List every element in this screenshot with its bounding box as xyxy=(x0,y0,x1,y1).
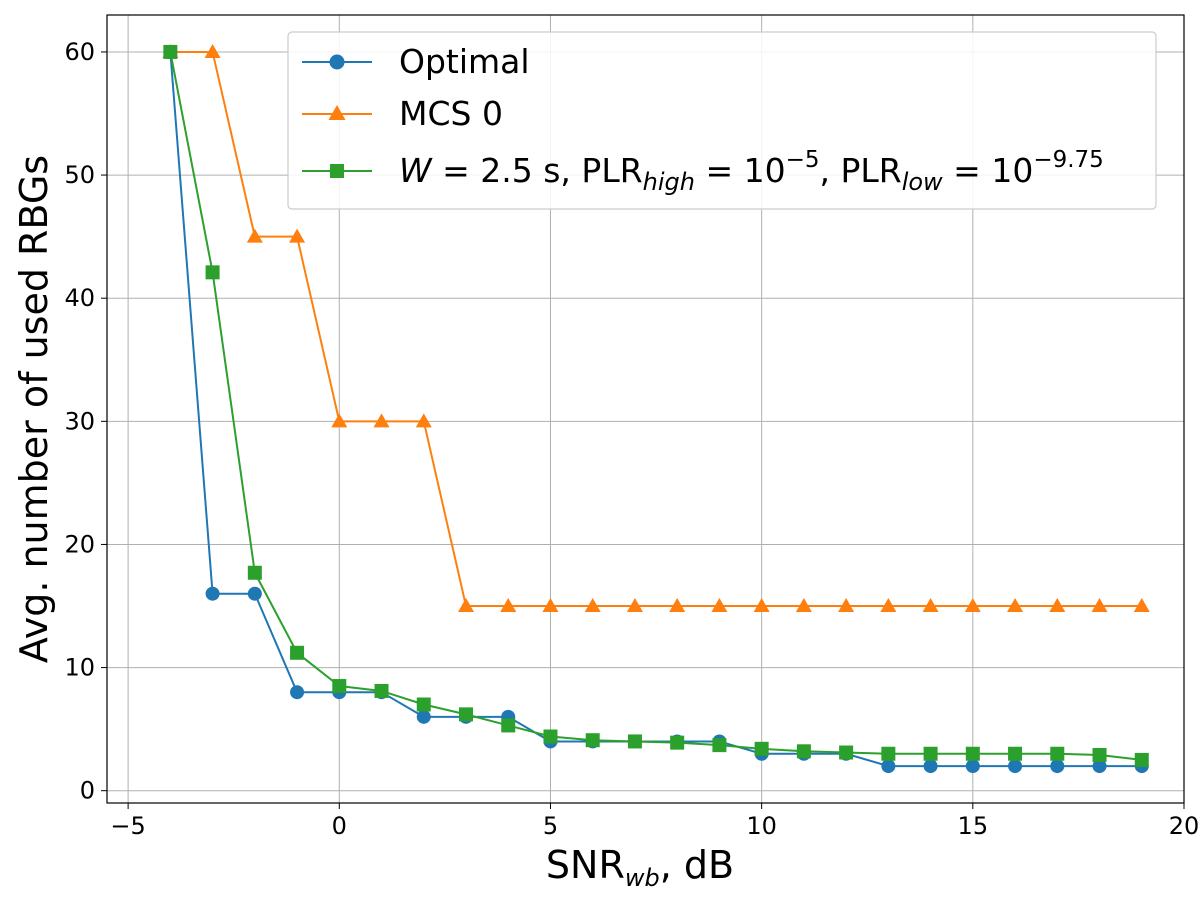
data-point xyxy=(754,741,769,756)
data-point xyxy=(795,598,812,612)
x-tick-label: 10 xyxy=(746,812,777,840)
data-point xyxy=(1091,598,1108,612)
data-point xyxy=(670,735,685,750)
data-point xyxy=(1092,747,1107,762)
x-tick-label: 15 xyxy=(958,812,989,840)
y-tick-label: 50 xyxy=(64,161,95,189)
legend-entry-heuristic: W = 2.5 s, PLRhigh = 10−5, PLRlow = 10−9… xyxy=(302,147,1104,196)
legend-box xyxy=(287,31,1157,210)
data-point xyxy=(205,265,220,280)
data-point xyxy=(500,598,517,612)
data-point xyxy=(501,718,516,733)
series-2 xyxy=(163,44,1149,767)
data-point xyxy=(923,759,938,774)
data-point xyxy=(290,685,305,700)
data-point xyxy=(1092,759,1107,774)
series-line xyxy=(169,51,1142,761)
series-layer xyxy=(162,43,1150,774)
y-axis-label: Avg. number of used RBGs xyxy=(12,155,56,663)
data-point xyxy=(753,598,770,612)
data-point xyxy=(796,744,811,759)
legend-marker-heuristic xyxy=(330,164,344,178)
data-point xyxy=(542,598,559,612)
data-point xyxy=(669,598,686,612)
series-line xyxy=(170,50,1142,607)
data-point xyxy=(163,44,178,59)
data-point xyxy=(373,413,390,428)
data-point xyxy=(711,598,728,612)
data-point xyxy=(881,759,896,774)
x-axis-label-suffix: , dB xyxy=(660,843,734,887)
legend-marker-optimal xyxy=(329,54,345,70)
data-point xyxy=(247,586,262,601)
legend-marker-mcs0 xyxy=(328,105,346,120)
x-tick-label: 5 xyxy=(543,812,558,840)
y-tick-label: 10 xyxy=(64,654,95,682)
data-point xyxy=(204,43,221,58)
data-point xyxy=(1008,759,1023,774)
data-point xyxy=(881,746,896,761)
legend-label-mcs0: MCS 0 xyxy=(399,94,503,133)
data-point xyxy=(923,746,938,761)
data-point xyxy=(205,586,220,601)
data-point xyxy=(332,679,347,694)
data-point xyxy=(1008,746,1023,761)
data-point xyxy=(1050,759,1065,774)
y-tick-label: 0 xyxy=(80,777,95,805)
y-tick-label: 20 xyxy=(64,530,95,558)
legend-label-optimal: Optimal xyxy=(399,42,530,81)
data-point xyxy=(964,598,981,612)
x-axis-label-sub: wb xyxy=(625,864,660,892)
x-axis-label: SNRwb, dB xyxy=(546,843,734,892)
legend-entry-optimal: Optimal xyxy=(302,42,530,81)
data-point xyxy=(965,746,980,761)
legend: Optimal MCS 0 W = 2.5 s, PLRhigh = 10−5,… xyxy=(287,31,1157,210)
data-point xyxy=(459,707,473,722)
series-1 xyxy=(162,43,1150,612)
x-tick-label: 20 xyxy=(1169,812,1200,840)
data-point xyxy=(922,598,939,612)
data-point xyxy=(331,413,348,428)
legend-entry-mcs0: MCS 0 xyxy=(302,94,503,133)
data-point xyxy=(585,733,600,748)
y-tick-label: 60 xyxy=(64,38,95,66)
data-point xyxy=(246,228,263,243)
data-point xyxy=(1133,598,1150,612)
data-point xyxy=(839,745,854,760)
plot-frame xyxy=(106,14,1185,804)
x-axis-label-main: SNR xyxy=(546,843,625,887)
data-point xyxy=(1134,752,1149,767)
data-point xyxy=(1007,598,1024,612)
data-point xyxy=(415,413,432,428)
data-point xyxy=(626,598,643,612)
data-point xyxy=(247,565,262,580)
ticks: −5 0 5 10 15 20 0 10 20 30 40 50 60 xyxy=(64,38,1199,840)
data-point xyxy=(838,598,855,612)
x-tick-label: 0 xyxy=(332,812,347,840)
data-point xyxy=(374,683,389,698)
data-point xyxy=(965,759,980,774)
data-point xyxy=(880,598,897,612)
y-tick-label: 40 xyxy=(64,284,95,312)
legend-label-heuristic: W = 2.5 s, PLRhigh = 10−5, PLRlow = 10−9… xyxy=(399,147,1104,196)
data-point xyxy=(712,738,727,753)
x-tick-label: −5 xyxy=(110,812,145,840)
data-point xyxy=(1050,746,1065,761)
data-point xyxy=(458,598,474,612)
data-point xyxy=(627,734,642,749)
data-point xyxy=(584,598,601,612)
data-point xyxy=(416,709,431,724)
data-point xyxy=(416,697,431,712)
data-point xyxy=(289,228,306,243)
data-point xyxy=(1049,598,1066,612)
data-point xyxy=(543,729,558,744)
data-point xyxy=(290,645,305,660)
y-tick-label: 30 xyxy=(64,407,95,435)
